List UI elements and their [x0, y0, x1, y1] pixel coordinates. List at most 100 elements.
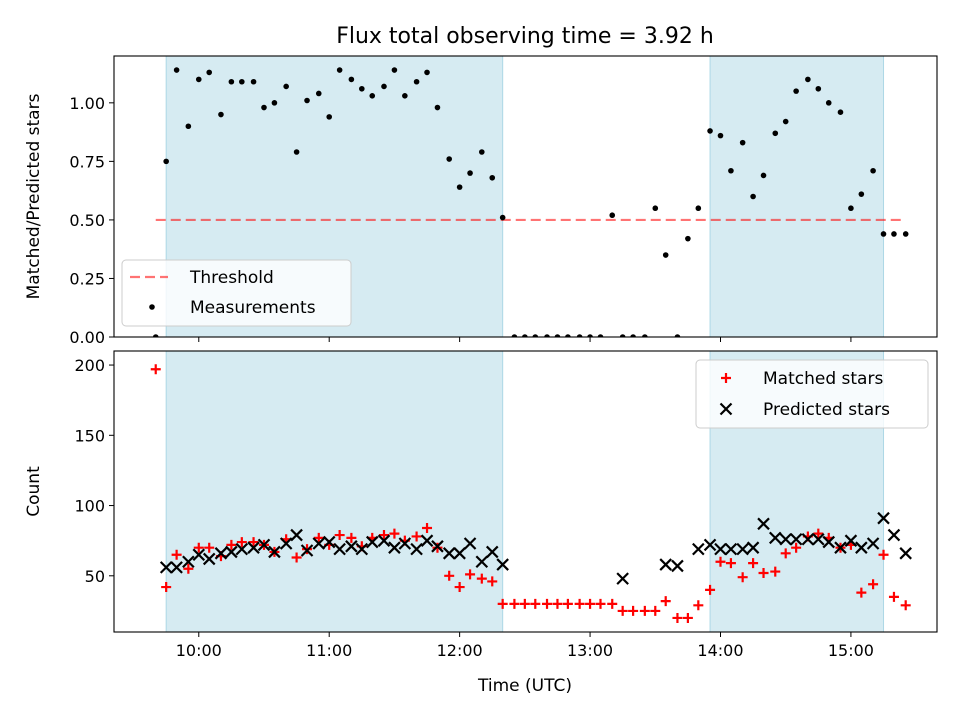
predicted-star-point — [866, 537, 880, 550]
top-y-tick-label: 1.00 — [69, 94, 105, 113]
matched-star-point — [715, 556, 726, 567]
bottom-y-axis-label: Count — [24, 466, 44, 517]
predicted-star-point — [170, 561, 183, 574]
predicted-star-point — [442, 547, 456, 560]
top-y-tick-label: 0.25 — [69, 269, 105, 288]
measurement-point — [479, 149, 485, 155]
matched-star-point — [542, 598, 553, 609]
matched-star-point — [574, 598, 585, 609]
x-tick-label: 10:00 — [176, 641, 222, 660]
measurement-point — [565, 334, 571, 337]
matched-star-point — [682, 612, 693, 623]
measurement-point — [315, 90, 322, 97]
predicted-star-point — [214, 547, 228, 560]
measurement-point — [619, 334, 626, 337]
predicted-star-point — [398, 537, 412, 550]
legend-box — [121, 259, 352, 327]
matched-star-point — [650, 605, 661, 616]
bottom-y-tick-label: 200 — [74, 356, 105, 375]
matched-star-point — [444, 570, 455, 581]
x-tick-label: 13:00 — [567, 641, 613, 660]
measurement-point — [239, 78, 245, 85]
predicted-star-point — [388, 541, 401, 554]
legend-predicted-swatch — [719, 402, 733, 416]
matched-star-point — [519, 598, 530, 609]
legend-measurements-label: Measurements — [190, 298, 316, 318]
matched-star-point — [758, 567, 769, 578]
x-tick-label: 14:00 — [697, 641, 743, 660]
matched-star-point — [378, 530, 389, 541]
matched-star-point — [900, 600, 911, 611]
measurement-point — [630, 334, 636, 337]
predicted-star-point — [420, 534, 434, 547]
chart-title: Flux total observing time = 3.92 h — [336, 24, 714, 49]
matched-star-point — [497, 598, 508, 609]
measurement-point — [707, 128, 713, 134]
legend-box — [695, 359, 929, 429]
predicted-star-point — [431, 540, 444, 553]
measurement-point — [381, 83, 387, 90]
measurement-point — [163, 158, 169, 165]
predicted-star-point — [887, 528, 901, 542]
matched-star-point — [607, 598, 618, 609]
predicted-star-point — [692, 542, 705, 556]
matched-star-point — [725, 558, 736, 569]
predicted-star-point — [812, 532, 825, 546]
measurement-point — [271, 100, 278, 106]
measurement-point — [825, 100, 832, 106]
predicted-star-point — [757, 517, 770, 531]
matched-star-point — [868, 579, 879, 590]
predicted-star-point — [801, 532, 815, 546]
matched-star-point — [334, 530, 345, 541]
predicted-star-point — [877, 511, 890, 525]
matched-star-point — [737, 572, 748, 583]
predicted-star-point — [453, 547, 466, 560]
measurement-point — [369, 93, 376, 99]
measurement-point — [576, 334, 583, 337]
matched-star-point — [530, 598, 541, 609]
predicted-star-point — [659, 558, 672, 571]
predicted-star-point — [779, 532, 792, 546]
measurement-point — [597, 334, 604, 337]
top-observing-span — [709, 55, 885, 338]
measurement-point — [402, 93, 408, 99]
measurement-point — [293, 149, 300, 155]
measurement-point — [489, 174, 496, 181]
predicted-star-point — [834, 541, 847, 554]
bottom-legend: Matched stars Predicted stars — [695, 359, 929, 429]
matched-star-point — [791, 542, 802, 553]
bottom-y-tick-label: 50 — [85, 567, 105, 586]
predicted-star-point — [463, 537, 477, 550]
predicted-star-point — [225, 545, 238, 559]
measurement-point — [717, 132, 724, 139]
measurement-point — [815, 85, 822, 92]
matched-star-point — [562, 598, 573, 609]
predicted-star-point — [322, 535, 336, 549]
top-y-tick-label: 0.75 — [69, 152, 105, 171]
measurement-point — [772, 130, 779, 137]
top-panel: 0.00 0.25 0.50 0.75 1.00 Matched/Predicted st… — [24, 55, 938, 347]
predicted-star-point — [159, 561, 173, 574]
matched-star-point — [226, 539, 237, 550]
measurement-point — [793, 88, 799, 94]
x-tick-label: 11:00 — [306, 641, 352, 660]
measurement-point — [891, 231, 897, 237]
measurement-point — [609, 212, 616, 219]
measurement-point — [652, 205, 659, 212]
matched-star-point — [780, 548, 791, 559]
matched-star-point — [389, 528, 400, 539]
matched-star-point — [672, 612, 683, 623]
x-tick-label: 12:00 — [437, 641, 483, 660]
matched-star-point — [888, 591, 899, 602]
bottom-axes-frame — [113, 350, 938, 633]
measurement-point — [499, 214, 506, 221]
predicted-star-point — [300, 544, 314, 557]
matched-star-point — [171, 549, 182, 560]
predicted-star-point — [365, 535, 379, 549]
measurement-point — [674, 334, 681, 337]
bottom-y-tick-label: 100 — [74, 497, 105, 516]
legend-matched-swatch — [721, 373, 731, 383]
bottom-plot-area — [150, 364, 912, 623]
predicted-star-point — [746, 541, 760, 554]
